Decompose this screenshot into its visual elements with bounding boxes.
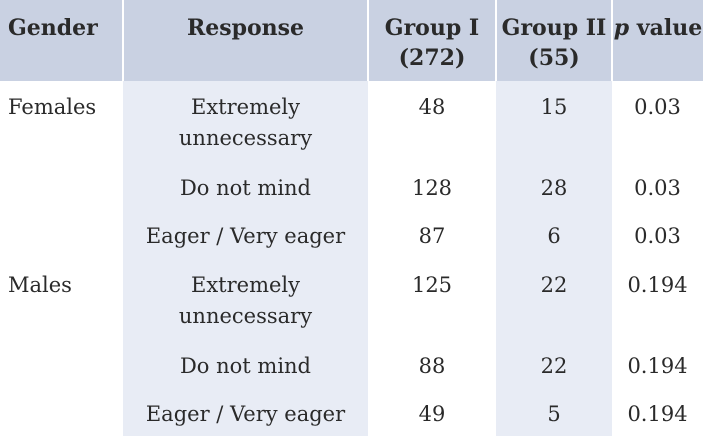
cell-response: Eager / Very eager [123,211,368,259]
cell-group-2: 15 [496,81,612,163]
table-row: Eager / Very eager 87 6 0.03 [0,211,703,259]
cell-group-2: 28 [496,163,612,211]
cell-group-1: 128 [368,163,496,211]
table-row: Males Extremely unnecessary 125 22 0.194 [0,259,703,341]
header-response: Response [123,0,369,81]
header-p-italic: p [613,15,630,41]
header-gender: Gender [0,0,124,81]
cell-gender [0,341,123,389]
cell-gender [0,163,123,211]
cell-group-2: 6 [496,211,612,259]
cell-p-value: 0.194 [612,341,703,389]
table-row: Eager / Very eager 49 5 0.194 [0,389,703,436]
cell-p-value: 0.03 [612,163,703,211]
cell-response: Extremely unnecessary [123,81,368,163]
cell-group-1: 49 [368,389,496,436]
table-body: Females Extremely unnecessary 48 15 0.03 … [0,81,703,436]
cell-gender [0,211,123,259]
header-p-value: p value [612,0,703,81]
cell-group-2: 5 [496,389,612,436]
cell-response: Do not mind [123,163,368,211]
cell-response-line1: Extremely [191,95,300,119]
header-group-2-count: (55) [528,45,580,71]
cell-response-line1: Extremely [191,273,300,297]
cell-response-line2: unnecessary [178,126,313,150]
cell-gender: Females [0,81,123,163]
header-group-1-name: Group I [384,15,480,41]
cell-response: Extremely unnecessary [123,259,368,341]
header-group-1: Group I (272) [368,0,497,81]
cell-group-1: 125 [368,259,496,341]
table-row: Females Extremely unnecessary 48 15 0.03 [0,81,703,163]
table-row: Do not mind 88 22 0.194 [0,341,703,389]
cell-response: Do not mind [123,341,368,389]
cell-gender [0,389,123,436]
cell-p-value: 0.03 [612,211,703,259]
header-group-2-name: Group II [501,15,607,41]
cell-group-2: 22 [496,341,612,389]
header-group-1-count: (272) [398,45,466,71]
header-group-2: Group II (55) [496,0,613,81]
table-header: Gender Response Group I (272) Group II (… [0,0,703,81]
cell-group-2: 22 [496,259,612,341]
cell-response-line2: unnecessary [178,304,313,328]
header-p-rest: value [629,15,703,41]
cell-p-value: 0.03 [612,81,703,163]
cell-p-value: 0.194 [612,389,703,436]
cell-group-1: 48 [368,81,496,163]
cell-response: Eager / Very eager [123,389,368,436]
cell-group-1: 88 [368,341,496,389]
cell-group-1: 87 [368,211,496,259]
header-row: Gender Response Group I (272) Group II (… [0,0,703,81]
cell-p-value: 0.194 [612,259,703,341]
cell-gender: Males [0,259,123,341]
table-row: Do not mind 128 28 0.03 [0,163,703,211]
